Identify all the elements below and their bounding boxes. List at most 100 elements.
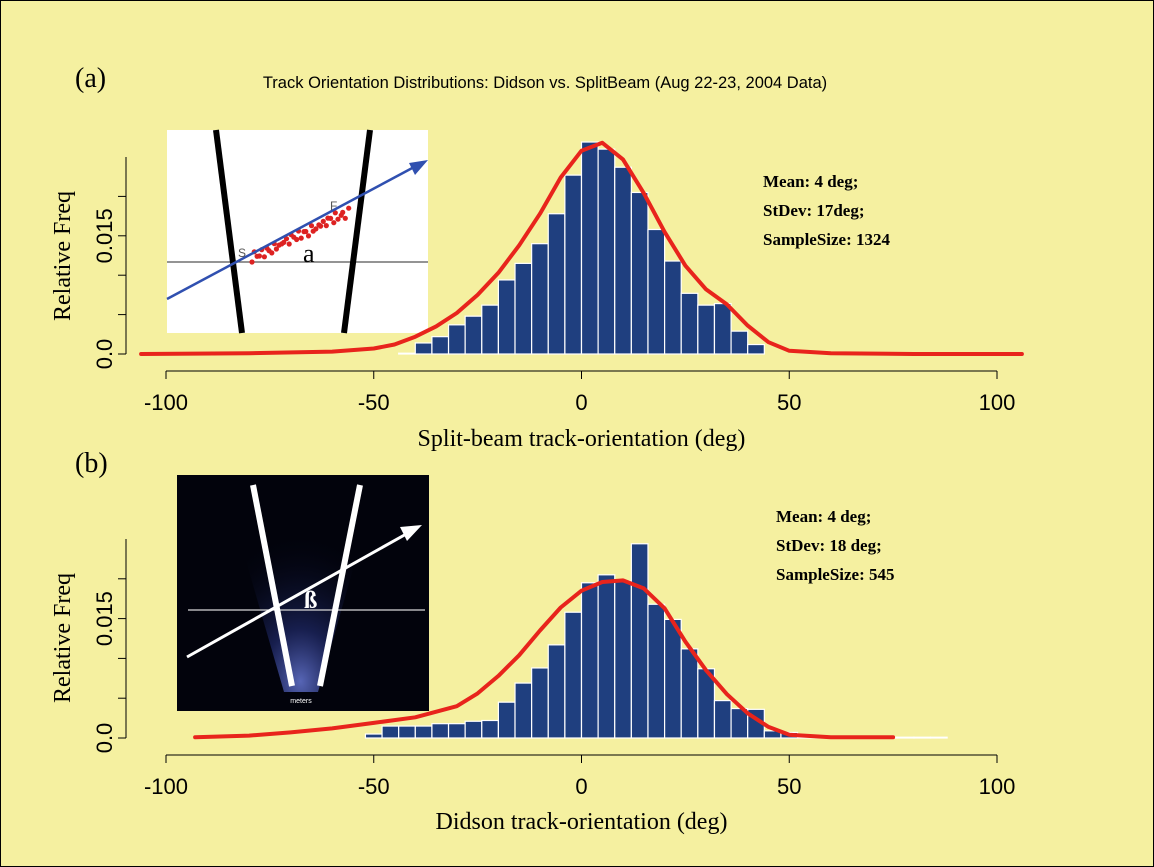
inset-a-echo-point — [335, 216, 341, 222]
panel-a-density-line — [139, 140, 1024, 356]
panel-b-stat-mean: Mean: 4 deg; — [776, 507, 871, 526]
inset-a-echo-point — [332, 210, 338, 216]
panel-b-bar — [431, 723, 450, 739]
panel-b-stats: Mean: 4 deg; StDev: 18 deg; SampleSize: … — [776, 507, 895, 584]
inset-a-echo-point — [286, 241, 292, 247]
panel-a-bars — [398, 141, 765, 355]
inset-a-end-label: F — [330, 199, 337, 213]
inset-a-echo-point — [318, 223, 324, 229]
panel-b-y-axis-label: Relative Freq — [50, 573, 76, 703]
inset-a-echo-point — [298, 235, 304, 241]
panel-b-bar — [547, 644, 566, 739]
inset-b-track-arrow — [186, 531, 409, 659]
panel-a-bar — [614, 166, 632, 355]
panel-a-bar — [431, 336, 450, 355]
panel-b-label: (b) — [75, 448, 108, 479]
inset-a-start-label: S — [238, 246, 246, 260]
panel-a-y-axis-label: Relative Freq — [50, 191, 76, 321]
inset-a-echo-point — [308, 223, 315, 229]
panel-b-bar — [896, 736, 915, 739]
panel-a-bar — [697, 304, 716, 355]
panel-a-y-tick-label: 0.0 — [92, 339, 117, 370]
inset-a-echo-point — [283, 236, 290, 242]
inset-a-echo-point — [249, 259, 255, 265]
panel-a-y-tick-label: 0.015 — [92, 208, 117, 263]
panel-b-bars — [364, 543, 948, 739]
panel-a-bar — [398, 352, 416, 355]
inset-b-axis-caption: meters — [290, 698, 312, 705]
panel-a-bar — [481, 304, 499, 355]
panel-b-axes: -100 -50 0 50 100 Didson track-orientation (d… — [50, 539, 1015, 835]
panel-a-bar — [680, 292, 699, 355]
panel-a-stat-samplesize: SampleSize: 1324 — [763, 230, 891, 249]
panel-b-stat-stdev: StDev: 18 deg; — [776, 536, 882, 555]
inset-a-beam-edge-right — [341, 129, 373, 334]
panel-a-bar — [564, 174, 583, 355]
panel-b-density-curve — [193, 578, 896, 740]
panel-a-x-tick-label: -100 — [144, 390, 188, 415]
panel-b-bar — [680, 648, 699, 739]
panel-b-bar — [481, 719, 499, 739]
panel-b-bar — [614, 580, 632, 739]
panel-a-x-tick-label: 0 — [575, 390, 587, 415]
inset-a-track-arrow — [166, 164, 417, 301]
panel-b-x-tick-label: -50 — [358, 774, 390, 799]
panel-b-bar — [414, 725, 433, 739]
panel-a-bar — [630, 191, 649, 355]
inset-a-echo-points — [249, 205, 352, 265]
inset-a-echo-point — [325, 215, 331, 221]
panel-b-bar — [531, 667, 549, 739]
panel-b-y-tick-label: 0.0 — [92, 723, 117, 754]
panel-b-x-tick-label: 100 — [979, 774, 1016, 799]
chart-title: Track Orientation Distributions: Didson … — [263, 74, 827, 92]
panel-b-density-line — [193, 578, 896, 740]
panel-a-bar — [531, 243, 549, 355]
inset-a-echo-point — [340, 209, 346, 215]
panel-a-bar — [597, 148, 616, 355]
panel-b-x-tick-label: -100 — [144, 774, 188, 799]
inset-b-label: ß — [304, 588, 317, 614]
inset-a-echo-point — [342, 215, 348, 221]
panel-a-x-axis-label: Split-beam track-orientation (deg) — [418, 426, 746, 452]
inset-a-echo-point — [261, 254, 267, 260]
inset-a-echo-point — [256, 253, 262, 259]
panel-b-x-axis-label: Didson track-orientation (deg) — [436, 809, 728, 835]
inset-a-echo-point — [294, 236, 300, 243]
inset-a-beam-edge-left — [213, 129, 245, 334]
panel-b-bar — [713, 699, 732, 739]
panel-a-bar — [414, 342, 433, 355]
panel-a-bar — [747, 343, 765, 355]
panel-b-bar — [647, 603, 666, 739]
panel-a-stat-stdev: StDev: 17deg; — [763, 201, 865, 220]
panel-b-x-tick-label: 50 — [777, 774, 801, 799]
panel-b-bar — [564, 611, 583, 739]
inset-a-echo-point — [310, 228, 316, 234]
panel-a-bar — [663, 260, 682, 355]
panel-a-bar — [447, 324, 466, 355]
panel-b-bar — [514, 682, 533, 739]
panel-b-bar — [580, 582, 599, 739]
inset-a-echo-point — [303, 228, 309, 235]
panel-b-bar — [364, 733, 383, 739]
inset-split-beam: S F a — [166, 129, 428, 334]
panel-b-bar — [447, 723, 466, 739]
inset-a-label: a — [303, 239, 315, 268]
panel-b-bar — [913, 736, 932, 739]
panel-b-bar — [464, 720, 483, 739]
panel-b-x-tick-label: 0 — [575, 774, 587, 799]
panel-a-bar — [580, 141, 599, 355]
panel-b-bar — [398, 725, 416, 739]
panel-a-bar — [713, 302, 732, 355]
panel-b-y-tick-label: 0.015 — [92, 591, 117, 646]
inset-a-echo-point — [273, 246, 279, 252]
panel-b-bar — [497, 701, 516, 739]
panel-b-bar — [630, 543, 649, 739]
panel-b-bar — [663, 618, 682, 739]
panel-a-bar — [514, 262, 533, 355]
panel-b-bar — [597, 574, 616, 739]
inset-a-arrowhead-icon — [409, 160, 428, 175]
panel-a-bar — [647, 228, 666, 355]
inset-a-echo-point — [323, 223, 329, 229]
panel-b-stat-samplesize: SampleSize: 545 — [776, 565, 895, 584]
